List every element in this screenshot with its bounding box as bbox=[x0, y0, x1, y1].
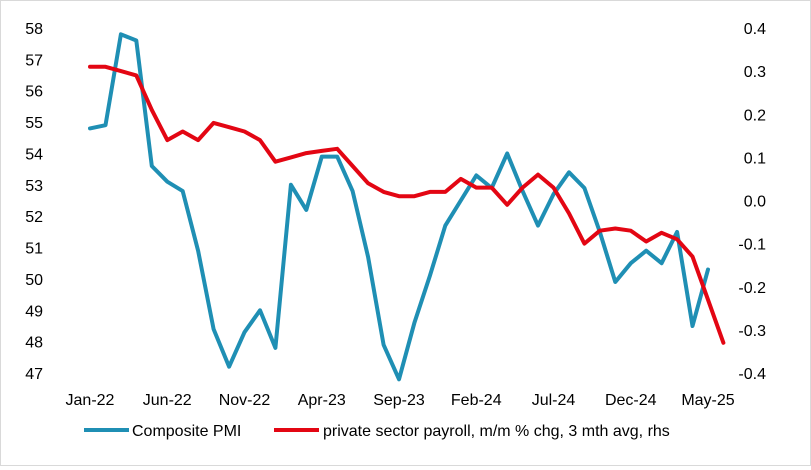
right-axis: 0.4 0.3 0.2 0.1 0.0 -0.1 -0.2 -0.3 -0.4 bbox=[738, 21, 766, 383]
left-tick-label: 50 bbox=[25, 272, 43, 289]
x-tick-label: Nov-22 bbox=[219, 392, 271, 409]
left-tick-label: 58 bbox=[25, 21, 43, 38]
x-tick-label: Jul-24 bbox=[532, 392, 576, 409]
x-tick-label: Sep-23 bbox=[373, 392, 425, 409]
left-tick-label: 52 bbox=[25, 209, 43, 226]
right-tick-label: -0.3 bbox=[738, 323, 766, 340]
left-tick-label: 56 bbox=[25, 84, 43, 101]
right-tick-label: 0.3 bbox=[744, 64, 766, 81]
left-tick-label: 54 bbox=[25, 146, 43, 163]
legend-label-private-sector-payroll: private sector payroll, m/m % chg, 3 mth… bbox=[323, 423, 670, 440]
x-tick-label: May-25 bbox=[681, 392, 734, 409]
x-tick-label: Apr-23 bbox=[298, 392, 346, 409]
left-tick-label: 55 bbox=[25, 115, 43, 132]
right-tick-label: 0.4 bbox=[744, 21, 766, 38]
legend: Composite PMI private sector payroll, m/… bbox=[84, 423, 670, 440]
left-tick-label: 47 bbox=[25, 366, 43, 383]
x-tick-label: Feb-24 bbox=[451, 392, 502, 409]
right-tick-label: -0.2 bbox=[738, 280, 766, 297]
left-axis: 58 57 56 55 54 53 52 51 50 49 48 47 bbox=[25, 21, 43, 383]
x-tick-label: Jun-22 bbox=[143, 392, 192, 409]
right-tick-label: -0.1 bbox=[738, 237, 766, 254]
right-tick-label: -0.4 bbox=[738, 366, 766, 383]
left-tick-label: 57 bbox=[25, 52, 43, 69]
x-tick-label: Jan-22 bbox=[66, 392, 115, 409]
legend-label-composite-pmi: Composite PMI bbox=[132, 423, 241, 440]
left-tick-label: 49 bbox=[25, 303, 43, 320]
plot-area bbox=[88, 32, 726, 382]
right-tick-label: 0.2 bbox=[744, 107, 766, 124]
left-tick-label: 48 bbox=[25, 335, 43, 352]
left-tick-label: 51 bbox=[25, 241, 43, 258]
x-axis: Jan-22 Jun-22 Nov-22 Apr-23 Sep-23 Feb-24 Jul-… bbox=[66, 392, 735, 409]
right-tick-label: 0.0 bbox=[744, 194, 766, 211]
series-line-composite-pmi bbox=[88, 32, 710, 382]
left-tick-label: 53 bbox=[25, 178, 43, 195]
x-tick-label: Dec-24 bbox=[605, 392, 657, 409]
right-tick-label: 0.1 bbox=[744, 150, 766, 167]
series-line-private-sector-payroll bbox=[88, 64, 726, 345]
